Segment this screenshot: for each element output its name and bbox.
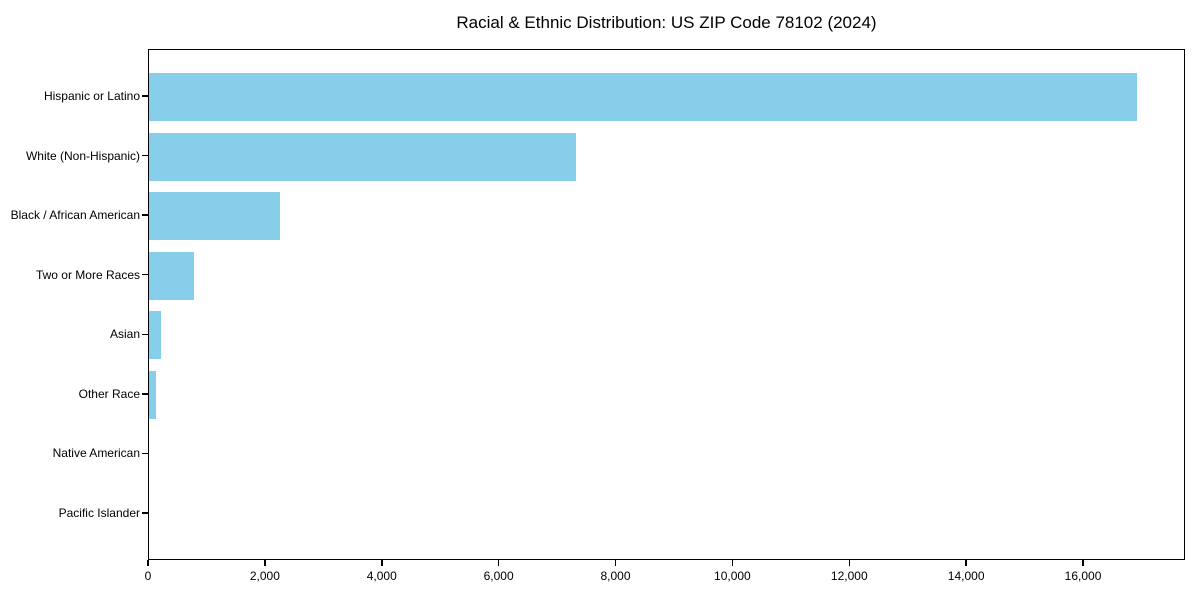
x-tick-label: 14,000: [947, 569, 985, 583]
bar-two-or-more-races: [149, 251, 194, 300]
x-tick-mark: [848, 560, 851, 566]
x-tick-mark: [497, 560, 500, 566]
x-tick-mark: [614, 560, 617, 566]
y-tick-mark: [142, 512, 148, 514]
y-tick-mark: [142, 214, 148, 216]
x-tick-mark: [381, 560, 383, 566]
x-tick-label: 12,000: [830, 569, 868, 583]
y-tick-label: Hispanic or Latino: [43, 89, 140, 104]
y-tick-mark: [142, 95, 148, 97]
x-tick-label: 2,000: [249, 569, 280, 583]
x-tick-mark: [731, 560, 734, 566]
plot-area: [148, 49, 1185, 560]
bar-asian: [149, 311, 161, 360]
y-tick-mark: [142, 154, 148, 157]
bar-other-race: [149, 370, 156, 419]
y-tick-mark: [142, 333, 148, 336]
x-tick-mark: [264, 560, 266, 566]
y-tick-label: White (Non-Hispanic): [25, 148, 140, 163]
y-tick-label: Two or More Races: [35, 267, 140, 282]
y-tick-mark: [142, 273, 148, 276]
y-tick-mark: [142, 452, 148, 455]
x-tick-label: 16,000: [1064, 569, 1102, 583]
y-tick-label: Asian: [109, 327, 140, 342]
bar-white-non-hispanic: [149, 132, 576, 181]
x-tick-mark: [1082, 560, 1084, 566]
y-tick-label: Pacific Islander: [58, 505, 140, 520]
x-tick-mark: [965, 560, 967, 566]
x-tick-mark: [147, 560, 149, 566]
x-tick-label: 10,000: [714, 569, 751, 583]
bar-hispanic-or-latino: [149, 73, 1137, 122]
bar-black-african-american: [149, 192, 280, 241]
y-tick-label: Other Race: [78, 386, 140, 401]
chart-title: Racial & Ethnic Distribution: US ZIP Cod…: [456, 13, 877, 32]
x-tick-label: 6,000: [483, 569, 514, 583]
y-tick-label: Black / African American: [10, 208, 140, 223]
x-tick-label: 0: [144, 569, 152, 583]
y-tick-mark: [142, 393, 148, 395]
x-tick-label: 8,000: [600, 569, 631, 583]
x-tick-label: 4,000: [366, 569, 397, 583]
y-tick-label: Native American: [52, 446, 140, 461]
